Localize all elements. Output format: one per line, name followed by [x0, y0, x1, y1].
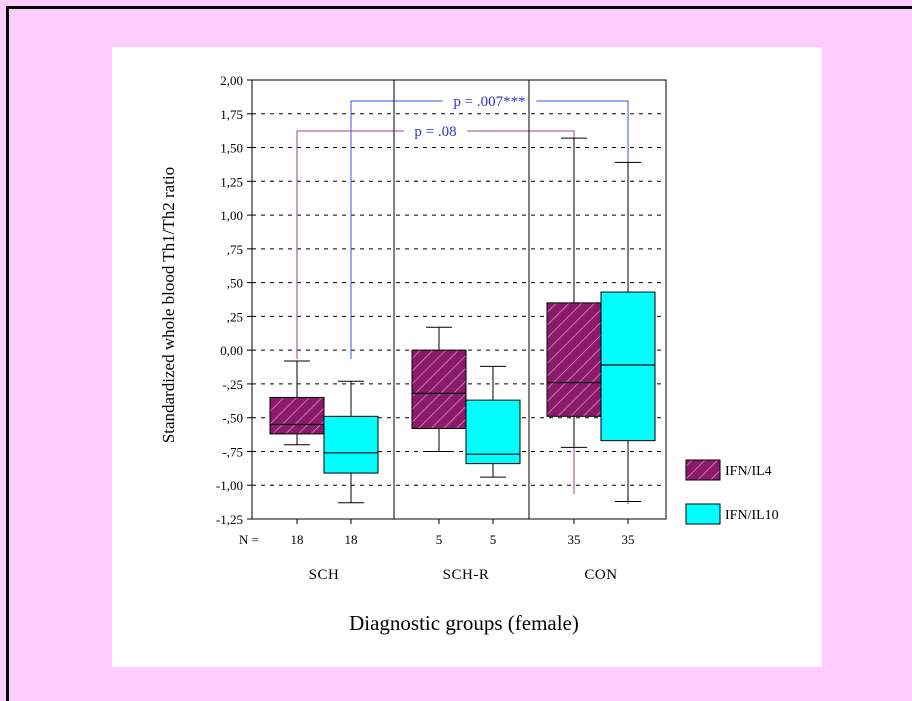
iqr-box — [411, 349, 467, 429]
n-count-label: 5 — [436, 532, 443, 547]
chart-panel: p = .007*** p = .08 Diagnostic groups (fe… — [112, 47, 822, 667]
iqr-box — [323, 415, 379, 474]
legend-label-ifn-il10: IFN/IL10 — [725, 508, 779, 523]
p-value-label: p = .08 — [414, 124, 456, 140]
n-count-label: 35 — [622, 532, 635, 547]
frame-border-top — [6, 6, 912, 9]
p-value-label: p = .007*** — [453, 94, 525, 110]
y-tick-label: ,75 — [227, 242, 243, 257]
legend-label-ifn-il4: IFN/IL4 — [725, 464, 772, 479]
legend-swatch-ifn-il10 — [685, 503, 721, 525]
axes: Diagnostic groups (female) Standardized … — [159, 73, 667, 635]
y-tick-label: 1,75 — [220, 107, 243, 122]
y-tick-label: 1,25 — [220, 174, 243, 189]
x-axis-title: Diagnostic groups (female) — [349, 611, 579, 635]
iqr-box — [269, 396, 325, 435]
category-label: SCH — [309, 567, 340, 583]
n-count-label: 18 — [291, 532, 304, 547]
y-tick-label: -,50 — [222, 411, 243, 426]
y-tick-label: 2,00 — [220, 73, 243, 88]
y-tick-label: ,50 — [227, 276, 243, 291]
n-count-label: 35 — [568, 532, 581, 547]
y-tick-label: -,25 — [222, 377, 243, 392]
boxplot-chart: p = .007*** p = .08 Diagnostic groups (fe… — [159, 73, 779, 635]
y-tick-label: -1,00 — [216, 478, 243, 493]
y-tick-label: 0,00 — [220, 343, 243, 358]
box-ifn-il10-sch — [323, 380, 379, 504]
n-label: N = — [239, 532, 259, 547]
y-tick-label: -1,25 — [216, 512, 243, 527]
legend-swatch-ifn-il4 — [685, 459, 721, 481]
y-tick-label: 1,00 — [220, 208, 243, 223]
n-count-label: 18 — [345, 532, 358, 547]
y-tick-label: ,25 — [227, 309, 243, 324]
frame-border-left — [6, 6, 9, 701]
box-ifn-il4-sch-r — [411, 326, 467, 452]
iqr-box — [465, 399, 521, 465]
box-ifn-il10-con — [600, 161, 656, 502]
category-label: CON — [584, 567, 617, 583]
category-label: SCH-R — [443, 567, 490, 583]
iqr-box — [600, 291, 656, 442]
y-tick-label: 1,50 — [220, 141, 243, 156]
boxes — [269, 137, 656, 504]
box-ifn-il4-con — [546, 137, 602, 448]
iqr-box — [546, 302, 602, 417]
n-count-label: 5 — [490, 532, 497, 547]
y-axis-title: Standardized whole blood Th1/Th2 ratio — [159, 167, 178, 443]
y-tick-label: -,75 — [222, 444, 243, 459]
box-ifn-il4-sch — [269, 360, 325, 446]
plot-border — [251, 79, 667, 520]
box-ifn-il10-sch-r — [465, 365, 521, 478]
legend: IFN/IL4 IFN/IL10 — [685, 459, 779, 525]
